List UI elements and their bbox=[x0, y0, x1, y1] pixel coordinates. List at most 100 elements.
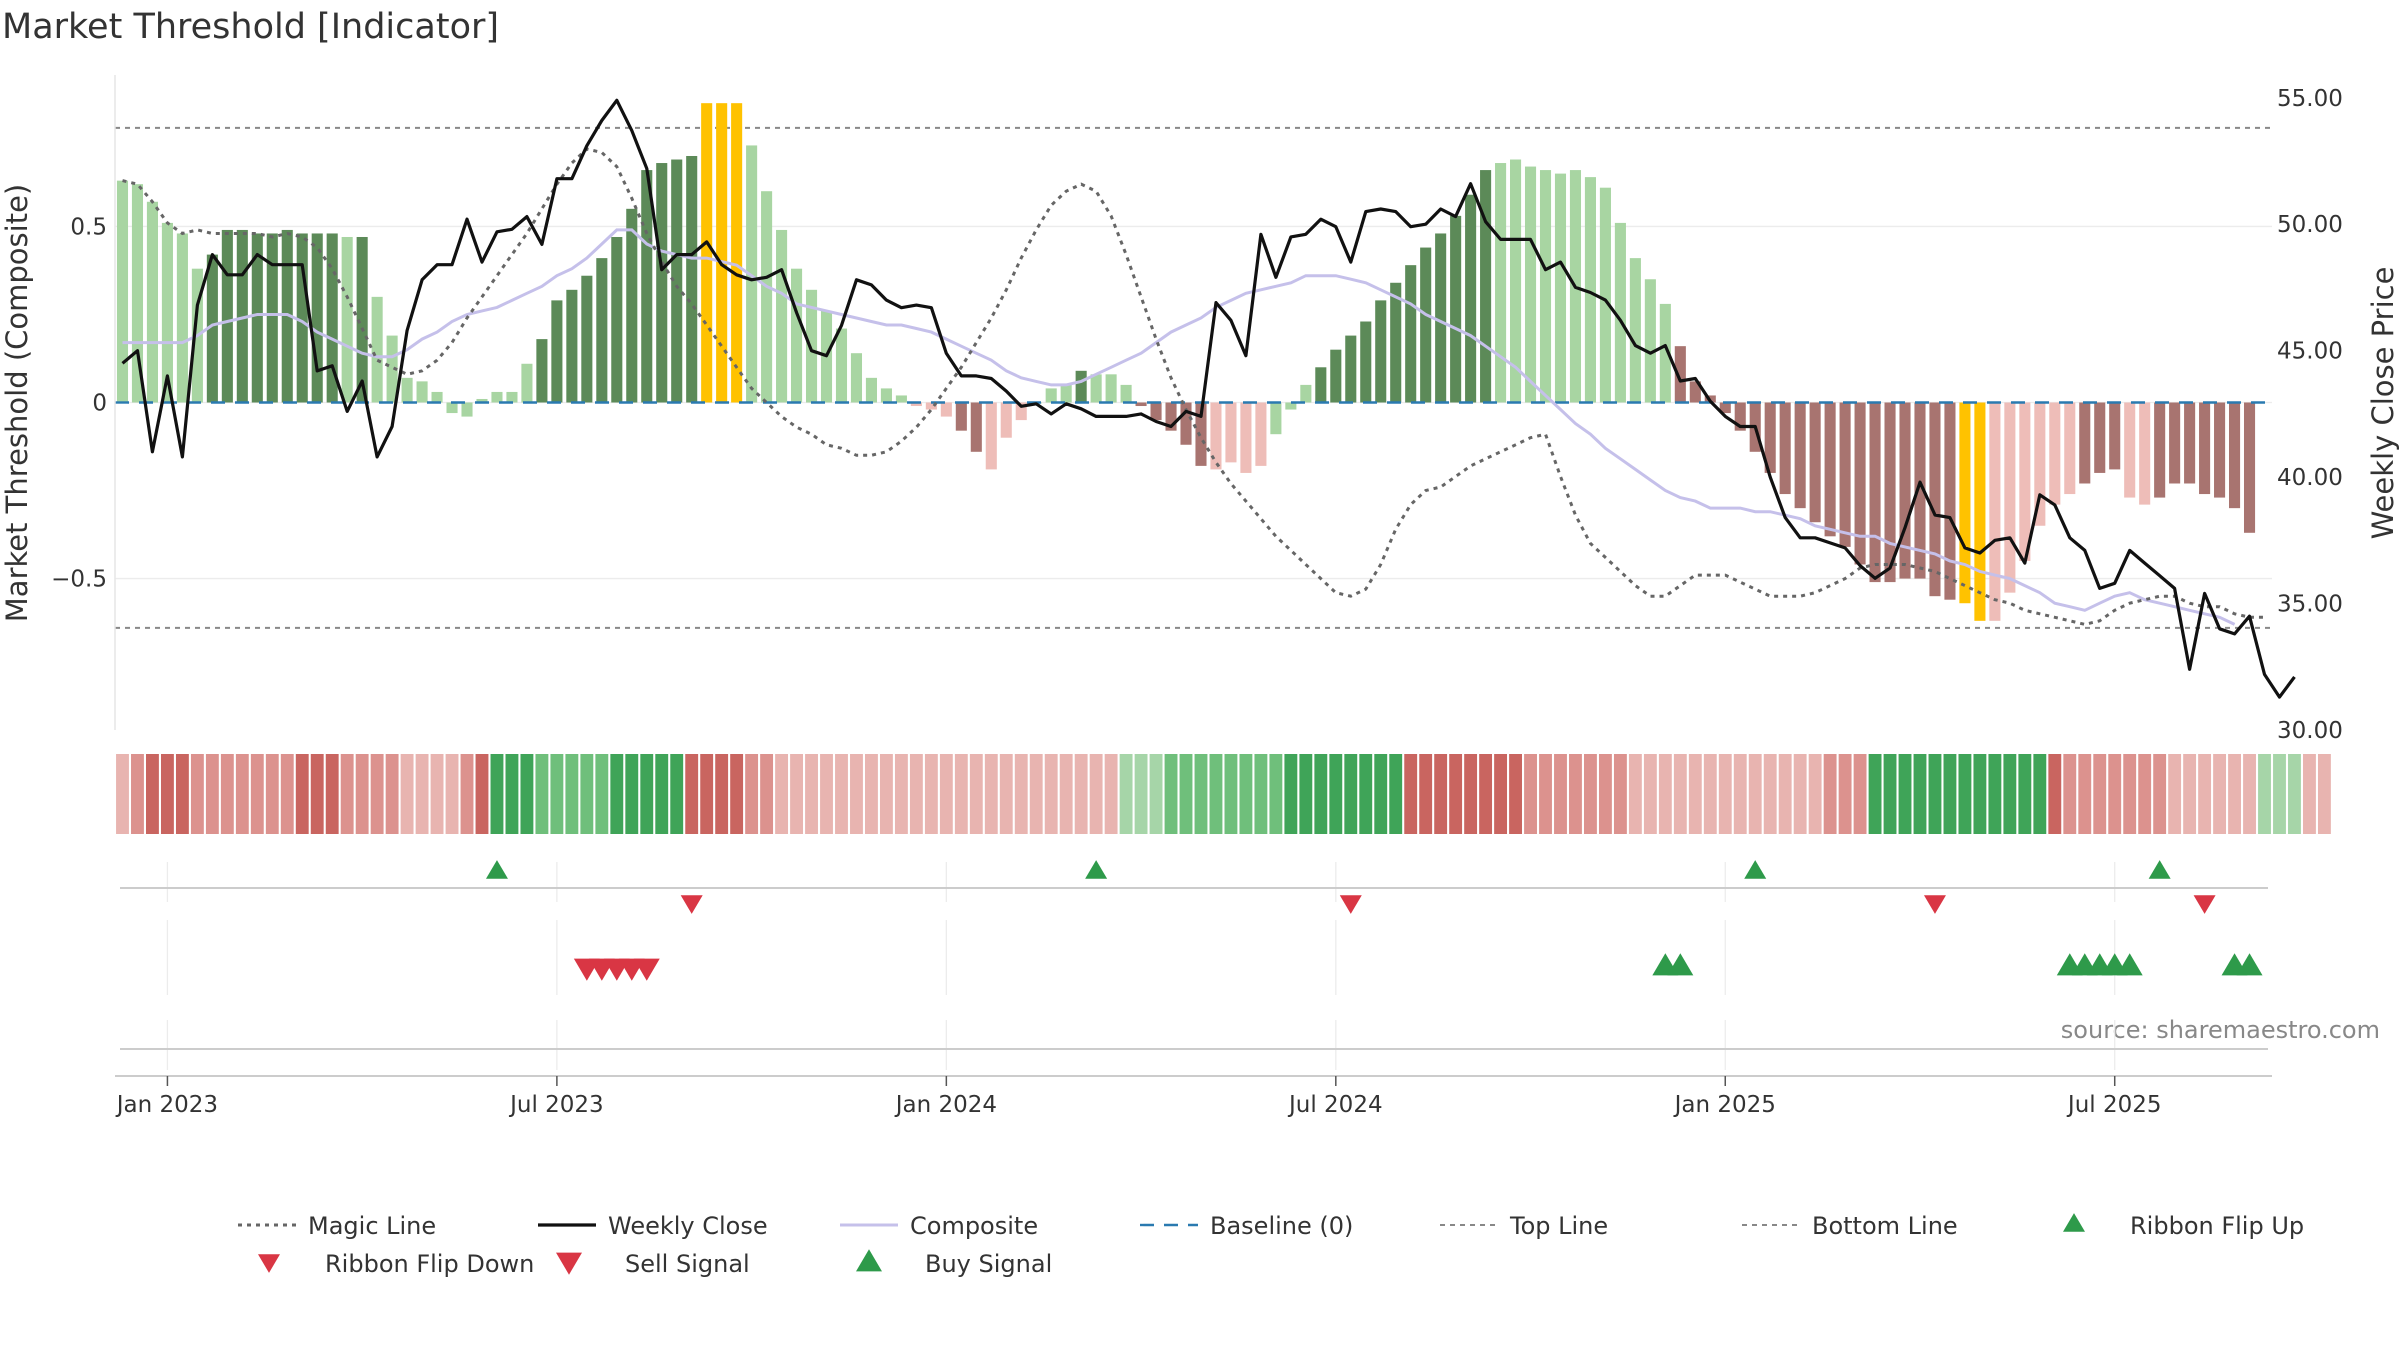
composite-bar bbox=[341, 236, 353, 403]
ribbon-cell bbox=[1404, 754, 1418, 834]
composite-bar bbox=[1599, 187, 1611, 403]
left-axis-title: Market Threshold (Composite) bbox=[0, 184, 34, 622]
ribbon-cell bbox=[460, 754, 474, 834]
left-tick-label: 0 bbox=[92, 391, 107, 417]
ribbon-cell bbox=[280, 754, 294, 834]
composite-bar bbox=[910, 402, 922, 407]
axes-layer: 0.5 0 −0.5 55.00 50.00 45.00 40.00 35.00 30.00 Ja… bbox=[51, 75, 2343, 1118]
right-tick-label: 45.00 bbox=[2277, 339, 2343, 365]
composite-bar bbox=[371, 296, 383, 403]
ribbon-cell bbox=[1089, 754, 1103, 834]
ribbon-cell bbox=[1688, 754, 1702, 834]
composite-bar bbox=[1240, 402, 1252, 473]
legend: Magic Line Weekly Close Composite Baseline … bbox=[238, 1212, 2304, 1278]
x-tick-label: Jul 2024 bbox=[1287, 1092, 1383, 1118]
ribbon-cell bbox=[1239, 754, 1253, 834]
legend-label: Weekly Close bbox=[608, 1212, 768, 1240]
composite-bar bbox=[1584, 177, 1596, 403]
legend-item: Ribbon Flip Up bbox=[2063, 1212, 2304, 1240]
right-tick-label: 50.00 bbox=[2277, 212, 2343, 238]
composite-bar bbox=[1899, 402, 1911, 579]
composite-bar bbox=[2199, 402, 2211, 495]
ribbon-cell bbox=[1269, 754, 1283, 834]
composite-bar bbox=[1300, 384, 1312, 403]
composite-bar bbox=[161, 222, 173, 403]
composite-bar bbox=[761, 191, 773, 403]
legend-item: Ribbon Flip Down bbox=[258, 1250, 534, 1278]
composite-bar bbox=[1285, 402, 1297, 410]
composite-bar bbox=[1480, 170, 1492, 403]
right-tick-label: 35.00 bbox=[2277, 592, 2343, 618]
composite-bar bbox=[1809, 402, 1821, 523]
ribbon-cell bbox=[1913, 754, 1927, 834]
ribbon-cell bbox=[1988, 754, 2002, 834]
ribbon-cell bbox=[2108, 754, 2122, 834]
composite-bar bbox=[1779, 402, 1791, 495]
magic-line bbox=[122, 147, 2265, 626]
bars-layer bbox=[116, 103, 2256, 621]
ribbon-flip-down-marker bbox=[2193, 895, 2216, 914]
ribbon-cell bbox=[1898, 754, 1912, 834]
composite-bar bbox=[431, 391, 443, 403]
weekly-close-line bbox=[121, 98, 2296, 699]
ribbon-cell bbox=[1584, 754, 1597, 834]
ribbon-cell bbox=[1419, 754, 1433, 834]
ribbon-cell bbox=[205, 754, 219, 834]
composite-bar bbox=[1375, 300, 1387, 403]
composite-bar bbox=[2004, 402, 2016, 593]
ribbon-cell bbox=[146, 754, 159, 834]
ribbon-cell bbox=[116, 754, 129, 834]
ribbon-cell bbox=[2153, 754, 2167, 834]
ribbon-cell bbox=[865, 754, 878, 834]
composite-bar bbox=[146, 201, 158, 403]
ribbon-cell bbox=[1778, 754, 1792, 834]
ribbon-cell bbox=[969, 754, 983, 834]
composite-bar bbox=[1270, 402, 1282, 435]
ribbon-cell bbox=[430, 754, 444, 834]
ribbon-cell bbox=[2258, 754, 2271, 834]
legend-label: Sell Signal bbox=[625, 1250, 750, 1278]
ribbon-cell bbox=[250, 754, 264, 834]
composite-bar bbox=[1000, 402, 1012, 438]
composite-bar bbox=[566, 289, 578, 403]
source-label: source: sharemaestro.com bbox=[2061, 1016, 2380, 1044]
ribbon-cell bbox=[190, 754, 204, 834]
legend-label: Buy Signal bbox=[925, 1250, 1052, 1278]
legend-item: Sell Signal bbox=[556, 1250, 750, 1278]
composite-bar bbox=[1539, 170, 1552, 403]
ribbon-cell bbox=[295, 754, 309, 834]
composite-bar bbox=[656, 163, 668, 403]
composite-bar bbox=[2139, 402, 2151, 505]
ribbon-cell bbox=[1479, 754, 1493, 834]
legend-swatch bbox=[856, 1249, 882, 1272]
composite-bar bbox=[596, 258, 608, 403]
ribbon-cell bbox=[1149, 754, 1163, 834]
ribbon-cell bbox=[1224, 754, 1238, 834]
composite-bar bbox=[1195, 402, 1207, 466]
ribbon-cell bbox=[2003, 754, 2017, 834]
ribbon-flip-up-marker bbox=[485, 860, 508, 879]
ribbon-cell bbox=[805, 754, 818, 834]
composite-bar bbox=[1674, 346, 1686, 403]
ribbon-cell bbox=[2093, 754, 2107, 834]
ribbon-cell bbox=[1958, 754, 1972, 834]
composite-bar bbox=[1510, 159, 1522, 403]
ribbon-cell bbox=[1733, 754, 1747, 834]
right-tick-label: 30.00 bbox=[2277, 718, 2343, 744]
ribbon-cell bbox=[1868, 754, 1882, 834]
ribbon-cell bbox=[640, 754, 654, 834]
ribbon-cell bbox=[954, 754, 968, 834]
ribbon-cell bbox=[235, 754, 249, 834]
ribbon-cell bbox=[1883, 754, 1897, 834]
ribbon-cell bbox=[1314, 754, 1328, 834]
ribbon-cell bbox=[2303, 754, 2316, 834]
composite-bar bbox=[970, 402, 982, 452]
composite-bar bbox=[1435, 233, 1447, 403]
ribbon-cell bbox=[984, 754, 998, 834]
composite-bar bbox=[2184, 402, 2196, 484]
ribbon-cell bbox=[1029, 754, 1043, 834]
ribbon-cell bbox=[2273, 754, 2286, 834]
ribbon-cell bbox=[370, 754, 384, 834]
